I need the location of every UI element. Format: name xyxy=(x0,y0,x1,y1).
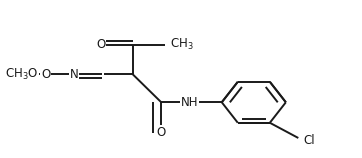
Text: CH$_3$O: CH$_3$O xyxy=(5,67,38,82)
Text: O: O xyxy=(41,68,50,81)
Text: O: O xyxy=(96,38,105,51)
Text: CH$_3$: CH$_3$ xyxy=(170,37,194,52)
Text: O: O xyxy=(157,126,166,139)
Text: Cl: Cl xyxy=(304,134,315,147)
Text: NH: NH xyxy=(181,96,198,109)
Text: N: N xyxy=(70,68,79,81)
